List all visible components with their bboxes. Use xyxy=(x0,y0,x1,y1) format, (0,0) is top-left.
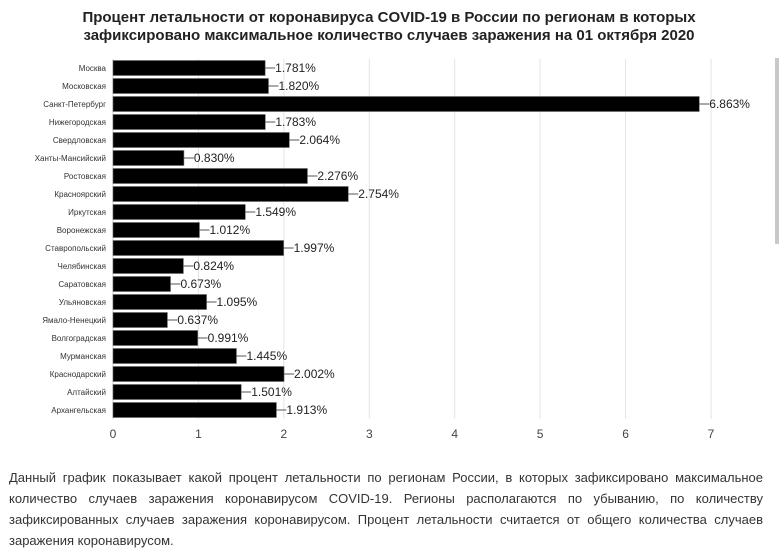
bars xyxy=(112,60,700,418)
x-tick-label: 2 xyxy=(281,427,288,441)
category-label: Москва xyxy=(79,64,107,73)
bar xyxy=(112,132,290,148)
bar xyxy=(112,258,184,274)
value-label: 1.549% xyxy=(255,205,296,219)
bar xyxy=(112,330,198,346)
bar-chart: Процент летальности от коронавируса COVI… xyxy=(35,9,751,441)
bar xyxy=(112,60,266,76)
value-labels: 1.781% 1.820% 6.863% 1.783% 2.064% 0.830% 2.27… xyxy=(167,61,750,417)
category-label: Ямало-Ненецкий xyxy=(42,316,106,325)
value-label: 1.012% xyxy=(209,223,250,237)
category-label: Ставропольский xyxy=(45,244,106,253)
value-label: 2.002% xyxy=(294,367,335,381)
value-label: 1.783% xyxy=(275,115,316,129)
category-label: Краснодарский xyxy=(50,370,106,379)
bar xyxy=(112,168,308,184)
category-label: Санкт-Петербург xyxy=(43,100,106,109)
category-label: Воронежская xyxy=(57,226,106,235)
x-tick-label: 1 xyxy=(195,427,202,441)
x-axis-tick-labels: 0 1 2 3 4 5 6 7 xyxy=(110,427,715,441)
category-label: Волгоградская xyxy=(52,334,106,343)
value-label: 0.991% xyxy=(208,331,249,345)
category-label: Нижегородская xyxy=(49,118,106,127)
grid-lines xyxy=(112,59,712,419)
bar xyxy=(112,96,700,112)
bar xyxy=(112,78,269,94)
bar xyxy=(112,186,349,202)
value-label: 0.637% xyxy=(177,313,218,327)
value-label: 1.781% xyxy=(275,61,316,75)
category-label: Ульяновская xyxy=(59,298,106,307)
x-tick-label: 0 xyxy=(110,427,117,441)
x-tick-label: 4 xyxy=(451,427,458,441)
chart-title-line: зафиксировано максимальное количество сл… xyxy=(83,27,694,44)
bar xyxy=(112,222,200,238)
category-label: Саратовская xyxy=(58,280,106,289)
category-label: Алтайский xyxy=(67,388,106,397)
scrollbar[interactable] xyxy=(775,58,779,244)
bar xyxy=(112,402,277,418)
value-label: 1.997% xyxy=(294,241,335,255)
value-label: 0.673% xyxy=(180,277,221,291)
category-label: Челябинская xyxy=(58,262,106,271)
value-label: 1.820% xyxy=(278,79,319,93)
value-label: 6.863% xyxy=(709,97,750,111)
bar xyxy=(112,312,168,328)
category-label: Ростовская xyxy=(64,172,106,181)
value-label: 1.501% xyxy=(251,385,292,399)
chart-title-line: Процент летальности от коронавируса COVI… xyxy=(82,9,696,26)
value-label: 0.824% xyxy=(193,259,234,273)
chart-description: Данный график показывает какой процент л… xyxy=(9,470,763,548)
value-label: 1.445% xyxy=(246,349,287,363)
x-tick-label: 6 xyxy=(622,427,629,441)
value-label: 1.095% xyxy=(217,295,258,309)
category-label: Красноярский xyxy=(54,190,106,199)
bar xyxy=(112,240,284,256)
x-tick-label: 5 xyxy=(537,427,544,441)
category-label: Иркутская xyxy=(68,208,106,217)
value-label: 0.830% xyxy=(194,151,235,165)
bar xyxy=(112,276,171,292)
value-label: 2.064% xyxy=(299,133,340,147)
x-tick-label: 3 xyxy=(366,427,373,441)
bar xyxy=(112,294,207,310)
chart-title: Процент летальности от коронавируса COVI… xyxy=(82,9,696,44)
category-label: Архангельская xyxy=(51,406,106,415)
value-label: 2.754% xyxy=(358,187,399,201)
value-label: 1.913% xyxy=(286,403,327,417)
bar xyxy=(112,114,266,130)
category-label: Мурманская xyxy=(60,352,106,361)
value-label: 2.276% xyxy=(317,169,358,183)
x-tick-label: 7 xyxy=(708,427,715,441)
category-label: Ханты-Мансийский xyxy=(35,154,106,163)
bar xyxy=(112,384,242,400)
bar xyxy=(112,348,237,364)
category-label: Московская xyxy=(62,82,106,91)
category-labels: Москва Московская Санкт-Петербург Нижегород… xyxy=(35,64,107,415)
bar xyxy=(112,204,246,220)
category-label: Свердловская xyxy=(53,136,106,145)
bar xyxy=(112,150,185,166)
bar xyxy=(112,366,285,382)
